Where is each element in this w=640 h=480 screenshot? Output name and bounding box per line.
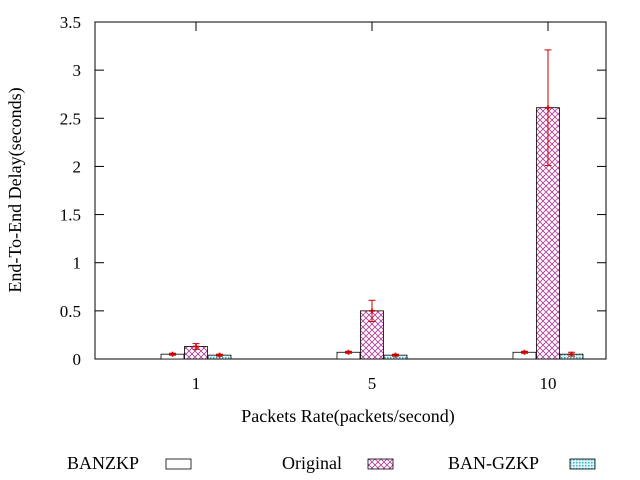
error-bars-group [169,49,575,358]
y-axis: 0 0.5 1 1.5 2 2.5 3 3.5 [60,13,606,369]
x-tick-label: 1 [192,374,201,393]
x-axis-title: Packets Rate(packets/second) [241,406,454,427]
legend-label: BANZKP [67,453,139,473]
y-tick-label: 2 [73,157,82,176]
y-tick-label: 2.5 [60,109,81,128]
y-tick-label: 3.5 [60,13,81,32]
x-tick-label: 10 [540,374,557,393]
legend-label: BAN-GZKP [448,453,539,473]
y-tick-label: 1 [73,254,82,273]
y-axis-title: End-To-End Delay(seconds) [5,87,26,292]
y-tick-label: 0 [73,350,82,369]
legend: BANZKP Original BAN-GZKP [67,453,596,473]
y-tick-label: 3 [73,61,82,80]
plot-frame [94,21,607,360]
y-tick-label: 1.5 [60,206,81,225]
legend-swatch [569,458,596,470]
legend-label: Original [282,453,342,473]
x-tick-label: 5 [368,374,377,393]
x-axis: 1 5 10 [192,22,557,393]
y-tick-label: 0.5 [60,302,81,321]
legend-swatch [367,458,394,470]
legend-swatch [165,458,192,470]
